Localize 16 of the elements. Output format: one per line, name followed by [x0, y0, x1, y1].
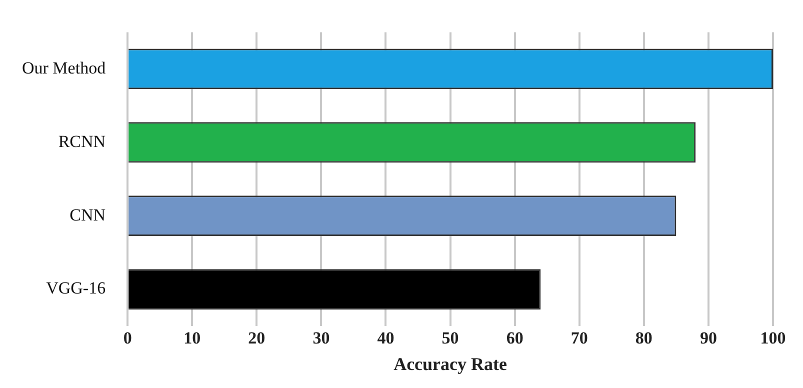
- y-tick-label: VGG-16: [46, 278, 106, 298]
- x-tick-label: 60: [506, 328, 524, 348]
- x-tick-label: 70: [570, 328, 588, 348]
- x-tick-label: 30: [312, 328, 330, 348]
- x-tick-label: 0: [123, 328, 132, 348]
- x-axis-title: Accuracy Rate: [394, 354, 508, 374]
- x-tick-label: 80: [635, 328, 652, 348]
- x-tick-label: 20: [248, 328, 266, 348]
- x-tick-label: 10: [184, 328, 201, 348]
- x-tick-label: 90: [700, 328, 717, 348]
- x-tick-label: 100: [760, 328, 786, 348]
- y-tick-label: CNN: [70, 205, 106, 224]
- y-tick-label: Our Method: [22, 58, 106, 78]
- x-tick-label: 40: [377, 328, 394, 348]
- y-tick-label: RCNN: [58, 132, 106, 151]
- x-tick-label: 50: [442, 328, 459, 348]
